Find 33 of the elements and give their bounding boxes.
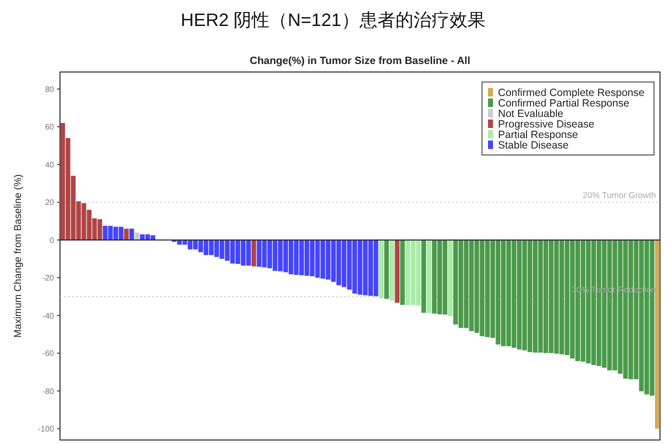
y-tick-label: 40 [45,160,55,170]
chart-subtitle: Change(%) in Tumor Size from Baseline - All [250,55,470,67]
bar [421,240,426,313]
bar [394,240,400,303]
bar [400,240,405,305]
ref-line-label: 20% Tumor Growth [582,190,656,200]
y-tick-label: -20 [42,274,55,283]
y-tick-label: 60 [45,122,55,132]
legend-label: Progressive Disease [498,118,594,130]
y-tick-label: -40 [42,311,55,320]
legend-label: Confirmed Partial Response [498,98,630,110]
y-tick-label: -60 [42,349,55,358]
legend-label: Confirmed Complete Response [498,87,645,99]
y-tick-label: 0 [50,236,55,245]
y-axis-title: Maximum Change from Baseline (%) [13,174,24,338]
bar [384,240,389,299]
bar [134,232,140,240]
bar [390,240,394,300]
y-tick-label: -100 [38,424,55,434]
legend-label: Partial Response [498,129,578,141]
chart-title: HER2 阴性（N=121）患者的治疗效果 [180,10,486,30]
y-tick-label: 20 [45,198,55,208]
bar [124,228,129,240]
bar [655,240,660,429]
bar [448,240,453,316]
y-tick-label: 80 [45,84,55,94]
y-tick-label: -80 [42,386,55,396]
legend-label: Stable Disease [498,140,569,152]
bar [426,240,432,313]
legend-label: Not Evaluable [498,108,564,120]
bar [378,240,384,298]
bar [129,228,134,240]
bar [251,240,256,266]
